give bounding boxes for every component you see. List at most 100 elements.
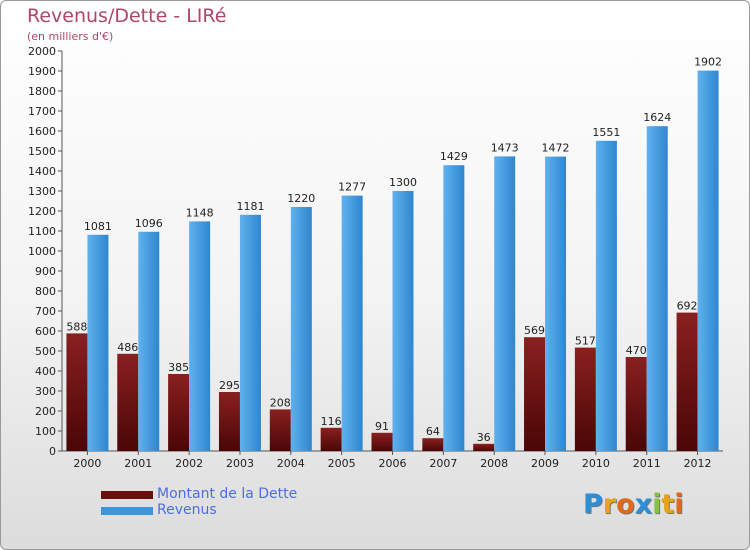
bar-revenus [545,156,567,451]
bar-debt [422,438,444,451]
y-tick-label: 1300 [28,185,56,198]
y-tick-label: 700 [35,305,56,318]
bar-revenus [392,191,414,451]
y-tick-label: 1500 [28,145,56,158]
x-tick-label: 2009 [531,457,559,470]
legend-label-debt: Montant de la Dette [157,486,298,502]
data-label-debt: 385 [168,361,189,374]
logo-letter: P [583,489,603,520]
bar-revenus [138,231,160,451]
y-tick-label: 800 [35,285,56,298]
x-tick-label: 2011 [633,457,661,470]
logo-letter: o [616,489,635,520]
legend-swatch-revenus [101,507,153,515]
data-label-revenus: 1624 [643,111,671,124]
bar-revenus [697,70,719,451]
bar-debt [66,333,88,451]
logo-letter: i [674,489,684,520]
x-tick-label: 2006 [379,457,407,470]
data-label-debt: 486 [117,341,138,354]
chart-title: Revenus/Dette - LIRé [27,5,227,27]
y-tick-label: 1800 [28,85,56,98]
bar-debt [320,427,342,451]
x-tick-label: 2000 [73,457,101,470]
data-label-revenus: 1148 [186,206,214,219]
proxiti-logo: Proxiti [583,489,684,520]
logo-letter: i [652,489,662,520]
data-label-debt: 208 [270,396,291,409]
data-label-debt: 295 [219,379,240,392]
y-tick-label: 1000 [28,245,56,258]
bar-revenus [595,140,617,452]
bar-debt [524,337,546,451]
bar-debt [371,432,393,451]
bar-debt [269,409,291,451]
x-tick-label: 2012 [684,457,712,470]
x-tick-label: 2004 [277,457,305,470]
bar-revenus [87,234,109,451]
x-tick-label: 2008 [480,457,508,470]
chart-subtitle: (en milliers d'€) [27,30,114,43]
bar-revenus [239,214,261,451]
bar-revenus [646,126,668,451]
bar-debt [117,353,139,451]
data-label-revenus: 1902 [694,56,722,69]
data-label-revenus: 1429 [440,150,468,163]
data-label-revenus: 1473 [491,141,519,154]
y-tick-label: 1900 [28,65,56,78]
x-tick-label: 2007 [429,457,457,470]
logo-letter: t [661,489,675,520]
legend-label-revenus: Revenus [157,502,217,518]
bar-revenus [443,165,465,451]
data-label-debt: 116 [321,415,342,428]
bar-debt [473,443,495,451]
logo-letter: x [634,489,653,520]
data-label-debt: 36 [477,431,491,444]
bar-revenus [341,195,363,451]
bar-debt [168,374,190,451]
data-label-debt: 517 [575,335,596,348]
bar-debt [625,357,647,451]
data-label-revenus: 1181 [236,200,264,213]
bar-debt [574,347,596,451]
data-label-revenus: 1096 [135,217,163,230]
data-label-revenus: 1300 [389,176,417,189]
data-label-debt: 692 [677,300,698,313]
y-tick-label: 1200 [28,205,56,218]
y-tick-label: 500 [35,345,56,358]
y-tick-label: 1700 [28,105,56,118]
x-tick-label: 2002 [175,457,203,470]
x-tick-label: 2001 [124,457,152,470]
bar-revenus [189,221,211,451]
bar-debt [676,312,698,451]
data-label-debt: 91 [375,420,389,433]
x-tick-label: 2003 [226,457,254,470]
y-tick-label: 900 [35,265,56,278]
data-label-revenus: 1472 [542,142,570,155]
y-tick-label: 2000 [28,45,56,58]
y-tick-label: 300 [35,385,56,398]
data-label-revenus: 1551 [592,126,620,139]
data-label-debt: 588 [66,320,87,333]
legend-swatch-debt [101,491,153,499]
data-label-debt: 64 [426,425,440,438]
bar-revenus [494,156,516,451]
data-label-debt: 569 [524,324,545,337]
data-label-revenus: 1220 [287,192,315,205]
bar-debt [218,392,240,451]
y-tick-label: 600 [35,325,56,338]
x-tick-label: 2010 [582,457,610,470]
logo-letter: r [602,489,617,520]
y-tick-label: 1400 [28,165,56,178]
x-tick-label: 2005 [328,457,356,470]
data-label-revenus: 1081 [84,220,112,233]
y-tick-label: 1600 [28,125,56,138]
y-tick-label: 100 [35,425,56,438]
y-tick-label: 400 [35,365,56,378]
bar-revenus [290,207,312,451]
data-label-debt: 470 [626,344,647,357]
y-tick-label: 1100 [28,225,56,238]
y-tick-label: 0 [49,445,56,458]
